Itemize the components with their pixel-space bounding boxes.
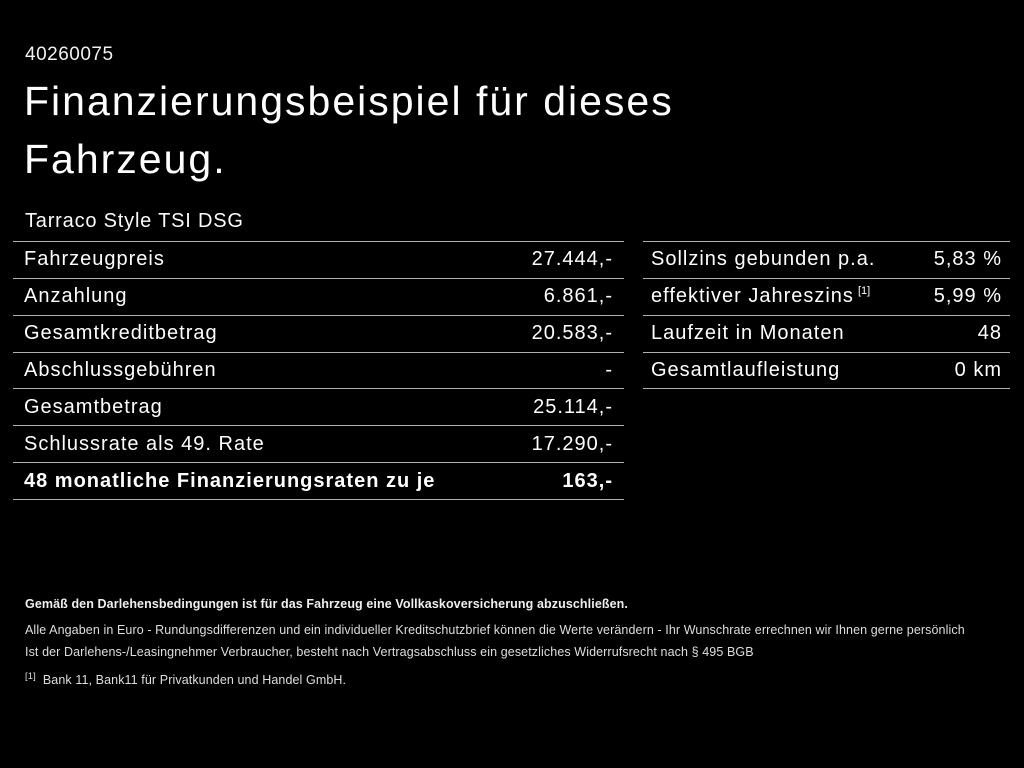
row-label: Gesamtlaufleistung — [651, 359, 841, 381]
table-row: Abschlussgebühren - — [13, 353, 624, 390]
footnote-reference: [1] — [857, 284, 871, 297]
table-row: Schlussrate als 49. Rate 17.290,- — [13, 426, 624, 464]
row-label: Gesamtbetrag — [24, 395, 163, 418]
table-row: Fahrzeugpreis 27.444,- — [13, 242, 624, 279]
table-row: Anzahlung 6.861,- — [13, 279, 624, 316]
row-value: 0 km — [954, 359, 1002, 381]
table-row: Gesamtlaufleistung 0 km — [643, 353, 1010, 390]
row-label: 48 monatliche Finanzierungsraten zu je — [24, 469, 436, 492]
row-value: 20.583,- — [531, 322, 613, 345]
table-row-total: 48 monatliche Finanzierungsraten zu je 1… — [13, 463, 624, 501]
row-value: 25.114,- — [533, 395, 613, 418]
vehicle-model: Tarraco Style TSI DSG — [25, 210, 244, 232]
conditions-table: Sollzins gebunden p.a. 5,83 % effektiver… — [643, 241, 1010, 390]
table-row: Gesamtbetrag 25.114,- — [13, 389, 624, 427]
table-row: Laufzeit in Monaten 48 — [643, 316, 1010, 353]
document-number: 40260075 — [25, 44, 114, 65]
row-value: 5,99 % — [933, 285, 1002, 308]
insurance-note: Gemäß den Darlehensbedingungen ist für d… — [25, 597, 628, 611]
row-label: effektiver Jahreszins [1] — [651, 285, 870, 308]
page-title: Finanzierungsbeispiel für dieses Fahrzeu… — [24, 78, 674, 182]
row-value: 17.290,- — [531, 432, 613, 455]
footnote-text: Bank 11, Bank11 für Privatkunden und Han… — [42, 673, 347, 688]
legal-footer: Gemäß den Darlehensbedingungen ist für d… — [25, 597, 1015, 688]
table-row: effektiver Jahreszins [1] 5,99 % — [643, 279, 1010, 316]
row-value: 163,- — [562, 469, 613, 492]
row-label: Fahrzeugpreis — [24, 248, 165, 271]
row-label-text: effektiver Jahreszins — [651, 285, 854, 308]
row-label: Abschlussgebühren — [24, 359, 217, 381]
row-value: 48 — [977, 322, 1002, 345]
row-label: Anzahlung — [24, 285, 128, 308]
row-value: 27.444,- — [531, 248, 613, 271]
row-label: Schlussrate als 49. Rate — [24, 432, 265, 455]
row-label: Gesamtkreditbetrag — [24, 322, 218, 345]
footnote-marker: [1] — [25, 671, 36, 682]
values-note: Alle Angaben in Euro - Rundungsdifferenz… — [25, 623, 965, 637]
row-label: Sollzins gebunden p.a. — [651, 248, 876, 271]
row-value: 5,83 % — [933, 248, 1002, 271]
row-value: 6.861,- — [543, 285, 613, 308]
finance-table: Fahrzeugpreis 27.444,- Anzahlung 6.861,-… — [13, 241, 624, 501]
table-row: Gesamtkreditbetrag 20.583,- — [13, 316, 624, 353]
row-value: - — [605, 359, 613, 381]
bank-footnote: [1] Bank 11, Bank11 für Privatkunden und … — [25, 669, 1015, 688]
withdrawal-note: Ist der Darlehens-/Leasingnehmer Verbrau… — [25, 645, 754, 659]
row-label: Laufzeit in Monaten — [651, 322, 845, 345]
table-row: Sollzins gebunden p.a. 5,83 % — [643, 242, 1010, 279]
